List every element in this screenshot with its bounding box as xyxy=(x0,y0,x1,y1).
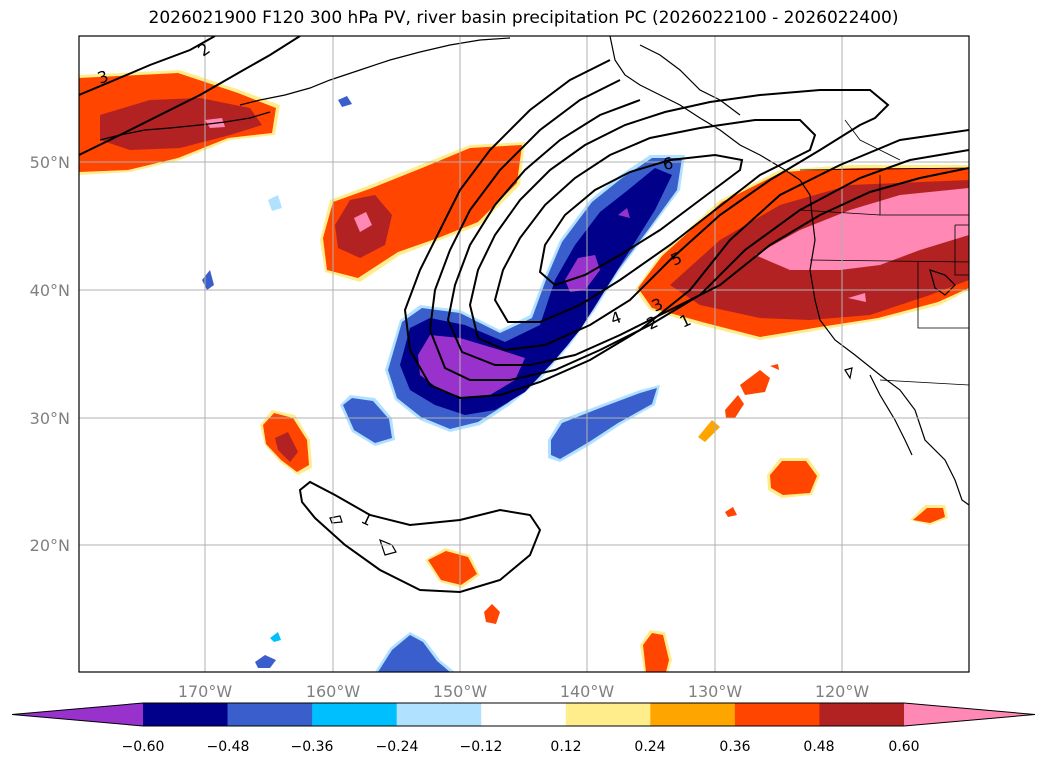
colorbar-outline xyxy=(11,702,1036,727)
lat-label-20n: 20°N xyxy=(30,536,70,555)
pv-contour-6 xyxy=(538,153,744,287)
lon-label-140w: 140°W xyxy=(560,682,615,701)
map-title: 2026021900 F120 300 hPa PV, river basin … xyxy=(148,8,899,28)
pv-contour-south xyxy=(298,480,542,594)
colorbar-tick: 0.60 xyxy=(888,739,919,755)
pv-contour-2 xyxy=(428,79,969,381)
graticule xyxy=(79,36,969,672)
positive-anomaly-nw xyxy=(79,70,280,175)
colorbar-segment xyxy=(396,703,482,726)
pv-contour-5 xyxy=(493,119,817,323)
colorbar-tick: −0.24 xyxy=(376,739,419,755)
lat-label-40n: 40°N xyxy=(30,281,70,300)
colorbar-segment xyxy=(819,703,905,726)
map-frame xyxy=(78,35,970,673)
svg-text:6: 6 xyxy=(661,153,674,173)
colorbar-tick: 0.12 xyxy=(550,739,581,755)
pv-contour-1 xyxy=(403,59,969,400)
colorbar-extend-high xyxy=(904,703,1035,726)
colorbar-tick: −0.60 xyxy=(122,739,165,755)
positive-anomaly-small xyxy=(260,364,948,672)
colorbar-ticks: −0.60 −0.48 −0.36 −0.24 −0.12 0.12 0.24 … xyxy=(122,739,920,755)
pv-contours xyxy=(79,36,969,594)
lat-label-30n: 30°N xyxy=(30,409,70,428)
colorbar-segment xyxy=(481,703,567,726)
lon-label-170w: 170°W xyxy=(178,682,233,701)
colorbar-segment xyxy=(312,703,398,726)
colorbar-tick: −0.48 xyxy=(207,739,250,755)
colorbar-segment xyxy=(143,703,229,726)
lat-label-50n: 50°N xyxy=(30,153,70,172)
pv-contour-nw-2 xyxy=(79,36,216,96)
colorbar-tick: 0.48 xyxy=(803,739,834,755)
colorbar-tick: −0.36 xyxy=(291,739,334,755)
colorbar-tick: 0.36 xyxy=(719,739,750,755)
colorbar-tick: −0.12 xyxy=(460,739,503,755)
lon-label-120w: 120°W xyxy=(815,682,870,701)
map-panel: 1 2 3 4 5 6 1 2 3 xyxy=(79,36,969,672)
latitude-labels: 50°N 40°N 30°N 20°N xyxy=(30,153,70,555)
colorbar-extend-low xyxy=(12,703,143,726)
longitude-labels: 170°W 160°W 150°W 140°W 130°W 120°W xyxy=(178,682,870,701)
negative-anomaly-small xyxy=(202,96,660,672)
lon-label-160w: 160°W xyxy=(306,682,361,701)
lon-label-150w: 150°W xyxy=(433,682,488,701)
pv-contour-nw xyxy=(79,36,301,156)
colorbar-segment xyxy=(650,703,736,726)
lon-label-130w: 130°W xyxy=(688,682,743,701)
colorbar-segment xyxy=(565,703,651,726)
colorbar-segment xyxy=(734,703,820,726)
pv-contour-4 xyxy=(468,89,890,352)
pv-contour-3 xyxy=(446,99,969,366)
colorbar-tick: 0.24 xyxy=(634,739,665,755)
colorbar xyxy=(11,702,1036,727)
positive-anomaly-us-west xyxy=(635,165,969,340)
positive-anomaly-central-north xyxy=(320,142,525,282)
colorbar-segment xyxy=(227,703,313,726)
